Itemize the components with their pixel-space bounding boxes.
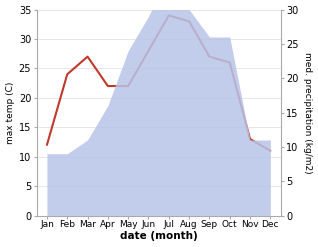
Y-axis label: med. precipitation (kg/m2): med. precipitation (kg/m2) — [303, 52, 313, 173]
X-axis label: date (month): date (month) — [120, 231, 197, 242]
Y-axis label: max temp (C): max temp (C) — [5, 81, 15, 144]
